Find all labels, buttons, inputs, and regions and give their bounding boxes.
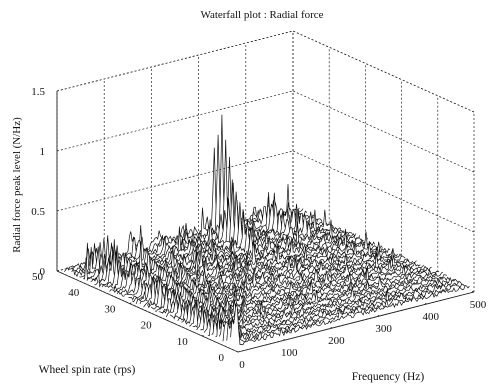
x-axis-label: Frequency (Hz): [352, 371, 425, 383]
spectrum-trace: [203, 271, 440, 333]
spectra-traces: [63, 114, 471, 351]
side-grid-z: [292, 90, 475, 173]
box-top-side: [292, 30, 475, 113]
x-tick-label: 400: [423, 311, 440, 323]
spectrum-trace: [215, 276, 451, 338]
spectrum-trace: [94, 191, 330, 285]
chart-title: Waterfall plot : Radial force: [200, 9, 323, 21]
y-tick-label: 20: [141, 320, 153, 332]
y-axis-label: Wheel spin rate (rps): [39, 364, 136, 376]
spectrum-trace: [188, 265, 425, 327]
x-tick-label: 500: [470, 299, 487, 311]
y-tick-label: 50: [32, 271, 44, 283]
back-grid-z: [56, 150, 294, 212]
y-tick-label: 40: [68, 287, 80, 299]
y-tick-label: 30: [104, 303, 116, 315]
y-axis-line: [56, 270, 239, 353]
trace-fill: [90, 179, 327, 287]
y-tick-label: 0: [219, 352, 225, 364]
trace-fill: [204, 271, 441, 337]
trace-fill: [162, 247, 399, 319]
back-grid-z: [56, 90, 294, 152]
z-tick-label: 1.5: [31, 86, 45, 98]
side-grid-z: [292, 150, 475, 233]
z-axis-label: Radial force peak level (N/Hz): [11, 117, 23, 253]
trace-fill: [94, 191, 331, 288]
x-tick-label: 0: [239, 359, 245, 371]
box-top-back: [56, 30, 294, 92]
x-tick-label: 300: [375, 323, 392, 335]
x-tick-label: 200: [328, 335, 345, 347]
trace-fill: [207, 272, 444, 339]
z-tick-label: 0.5: [31, 206, 45, 218]
spectrum-trace: [222, 278, 459, 342]
z-tick-label: 1: [40, 146, 46, 158]
axes-box: [56, 30, 475, 353]
spectrum-trace: [226, 280, 463, 341]
spectrum-trace: [162, 247, 398, 315]
spectrum-trace: [234, 285, 470, 346]
spectrum-trace: [165, 248, 402, 318]
y-tick-label: 10: [177, 336, 189, 348]
trace-fill: [192, 264, 429, 332]
spectrum-trace: [211, 274, 447, 336]
x-tick-label: 100: [281, 347, 298, 359]
z-tick-label: 0: [40, 266, 46, 278]
x-axis-line: [237, 291, 475, 353]
spectrum-trace: [139, 241, 376, 305]
